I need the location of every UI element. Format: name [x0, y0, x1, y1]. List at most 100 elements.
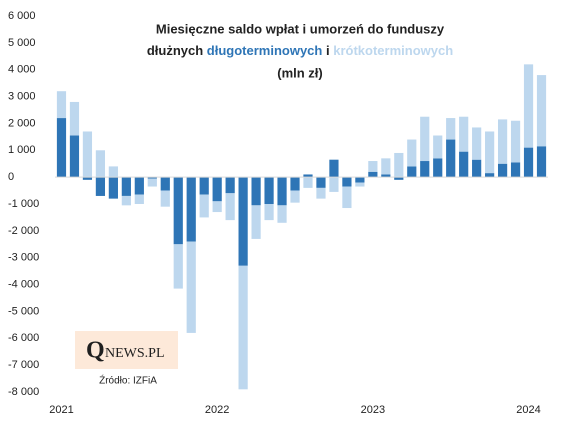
y-tick-label: -8 000 — [8, 386, 39, 398]
bar — [147, 178, 157, 187]
bar — [368, 161, 378, 172]
bar — [329, 159, 339, 178]
bar — [134, 177, 144, 195]
bar — [394, 152, 404, 178]
chart-title: Miesięczne saldo wpłat i umorzeń do fund… — [156, 21, 445, 36]
bar — [147, 177, 157, 179]
bar — [329, 177, 339, 192]
y-tick-label: 3 000 — [8, 90, 36, 102]
bar — [368, 171, 378, 178]
bar — [407, 166, 417, 178]
bar — [108, 166, 118, 178]
bar — [446, 118, 456, 140]
bar — [277, 177, 287, 206]
bar — [342, 186, 352, 209]
legend-entry: długoterminowych — [207, 43, 323, 58]
y-tick-label: -6 000 — [8, 332, 39, 344]
y-tick-label: -2 000 — [8, 225, 39, 237]
y-tick-label: -1 000 — [8, 198, 39, 210]
bar — [95, 150, 106, 178]
bar — [264, 204, 274, 221]
bar — [433, 158, 443, 178]
bar — [199, 177, 209, 195]
bar — [82, 131, 93, 178]
bar — [134, 194, 144, 204]
bar — [264, 177, 274, 204]
bar — [212, 177, 222, 202]
bar — [251, 205, 261, 239]
bar — [290, 177, 300, 191]
bar — [510, 120, 521, 163]
bar — [459, 151, 469, 178]
bar — [238, 265, 248, 390]
x-tick-label: 2022 — [205, 404, 229, 416]
y-tick-label: 5 000 — [8, 37, 36, 49]
bar — [56, 91, 67, 119]
bar — [381, 158, 391, 175]
y-tick-label: 2 000 — [8, 117, 36, 129]
bar — [186, 241, 196, 333]
bar — [225, 177, 235, 194]
bar — [381, 174, 391, 178]
y-tick-label: 0 — [8, 171, 14, 183]
bar — [497, 119, 508, 164]
bar — [446, 139, 456, 178]
title-part: dłużnych — [147, 43, 203, 58]
bar — [523, 64, 534, 148]
logo-text: NEWS.PL — [105, 346, 165, 361]
bar — [459, 116, 469, 152]
bar — [316, 187, 326, 199]
logo-initial: Q — [86, 338, 105, 364]
bar — [56, 118, 67, 178]
bar — [173, 244, 183, 289]
bar — [472, 159, 482, 178]
bar — [160, 190, 170, 207]
y-tick-label: -4 000 — [8, 278, 39, 290]
bar — [303, 174, 313, 178]
source: Źródło: IZFiA — [99, 374, 157, 387]
y-tick-label: 4 000 — [8, 64, 36, 76]
bar — [121, 195, 131, 206]
x-tick-label: 2021 — [49, 404, 73, 416]
bar — [290, 190, 300, 203]
chart-title: dłużnych długoterminowych i krótkotermin… — [147, 43, 453, 58]
x-tick-label: 2023 — [361, 404, 385, 416]
bar — [69, 135, 80, 178]
bar — [394, 177, 404, 180]
logo-box — [75, 331, 178, 369]
bar — [251, 177, 261, 206]
y-tick-label: 6 000 — [8, 10, 36, 22]
bar — [523, 147, 534, 178]
bar — [407, 139, 417, 167]
bar — [212, 201, 222, 213]
y-tick-label: -7 000 — [8, 359, 39, 371]
bar — [510, 162, 521, 178]
bar — [355, 182, 365, 187]
bar — [108, 177, 118, 199]
bar — [472, 127, 482, 160]
title-part: i — [326, 43, 330, 58]
bar — [69, 101, 80, 136]
bar — [420, 116, 430, 162]
bar — [485, 173, 495, 178]
bar — [433, 135, 443, 159]
bar — [121, 177, 131, 196]
bar — [536, 75, 547, 147]
legend-entry: krótkoterminowych — [333, 43, 453, 58]
bar — [497, 163, 508, 178]
bar — [95, 177, 106, 196]
bar — [316, 177, 326, 188]
bar — [355, 177, 365, 183]
bar — [485, 131, 495, 174]
bar — [303, 177, 313, 188]
bar — [536, 146, 547, 178]
y-tick-label: 1 000 — [8, 144, 36, 156]
bar — [277, 205, 287, 223]
bar — [420, 161, 430, 178]
bar — [342, 177, 352, 187]
chart-subtitle: (mln zł) — [277, 65, 323, 80]
bar — [238, 177, 248, 266]
y-tick-label: -5 000 — [8, 305, 39, 317]
bar — [225, 193, 235, 221]
